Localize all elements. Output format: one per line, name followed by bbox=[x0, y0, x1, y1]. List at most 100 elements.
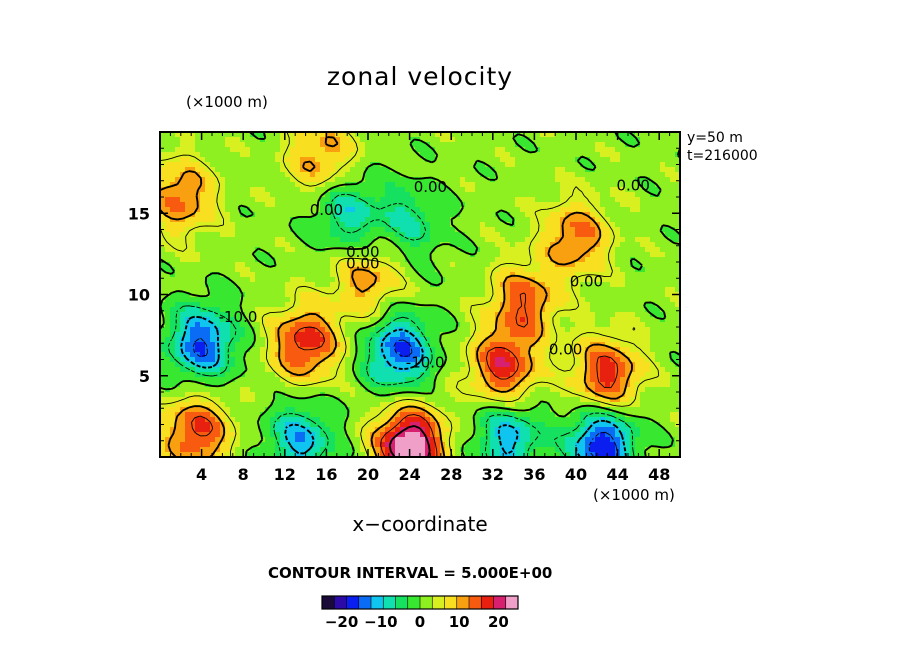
heatmap-cell bbox=[185, 132, 191, 138]
heatmap-cell bbox=[505, 287, 511, 293]
heatmap-cell bbox=[230, 242, 236, 248]
heatmap-cell bbox=[510, 187, 516, 193]
heatmap-cell bbox=[400, 157, 406, 163]
heatmap-cell bbox=[340, 247, 346, 253]
heatmap-cell bbox=[665, 202, 671, 208]
heatmap-cell bbox=[200, 347, 206, 353]
heatmap-cell bbox=[485, 202, 491, 208]
heatmap-cell bbox=[495, 152, 501, 158]
heatmap-cell bbox=[485, 217, 491, 223]
heatmap-cell bbox=[360, 152, 366, 158]
heatmap-cell bbox=[340, 142, 346, 148]
heatmap-cell bbox=[205, 232, 211, 238]
heatmap-cell bbox=[220, 252, 226, 258]
heatmap-cell bbox=[360, 352, 366, 358]
heatmap-cell bbox=[495, 237, 501, 243]
heatmap-cell bbox=[370, 137, 376, 143]
heatmap-cell bbox=[385, 187, 391, 193]
heatmap-cell bbox=[270, 232, 276, 238]
heatmap-cell bbox=[230, 192, 236, 198]
heatmap-cell bbox=[495, 282, 501, 288]
heatmap-cell bbox=[270, 287, 276, 293]
heatmap-cell bbox=[350, 322, 356, 328]
heatmap-cell bbox=[660, 182, 666, 188]
heatmap-cell bbox=[375, 367, 381, 373]
heatmap-cell bbox=[255, 307, 261, 313]
heatmap-cell bbox=[175, 232, 181, 238]
heatmap-cell bbox=[560, 352, 566, 358]
heatmap-cell bbox=[405, 187, 411, 193]
heatmap-cell bbox=[675, 342, 680, 348]
heatmap-cell bbox=[335, 132, 341, 138]
heatmap-cell bbox=[505, 307, 511, 313]
heatmap-cell bbox=[390, 332, 396, 338]
heatmap-cell bbox=[640, 157, 646, 163]
heatmap-cell bbox=[530, 287, 536, 293]
heatmap-cell bbox=[625, 332, 631, 338]
heatmap-cell bbox=[405, 342, 411, 348]
heatmap-cell bbox=[220, 292, 226, 298]
heatmap-cell bbox=[480, 297, 486, 303]
heatmap-cell bbox=[285, 252, 291, 258]
heatmap-cell bbox=[590, 347, 596, 353]
heatmap-cell bbox=[385, 367, 391, 373]
heatmap-cell bbox=[610, 307, 616, 313]
heatmap-cell bbox=[595, 132, 601, 138]
heatmap-cell bbox=[175, 322, 181, 328]
heatmap-cell bbox=[160, 287, 166, 293]
heatmap-cell bbox=[675, 242, 680, 248]
heatmap-cell bbox=[310, 332, 316, 338]
heatmap-cell bbox=[415, 282, 421, 288]
heatmap-cell bbox=[270, 332, 276, 338]
heatmap-cell bbox=[230, 197, 236, 203]
heatmap-cell bbox=[340, 237, 346, 243]
heatmap-cell bbox=[310, 327, 316, 333]
heatmap-cell bbox=[200, 322, 206, 328]
heatmap-cell bbox=[425, 292, 431, 298]
heatmap-cell bbox=[600, 157, 606, 163]
heatmap-cell bbox=[360, 172, 366, 178]
heatmap-cell bbox=[475, 137, 481, 143]
heatmap-cell bbox=[375, 272, 381, 278]
heatmap-cell bbox=[385, 212, 391, 218]
heatmap-cell bbox=[435, 307, 441, 313]
heatmap-cell bbox=[170, 327, 176, 333]
heatmap-cell bbox=[180, 187, 186, 193]
heatmap-cell bbox=[610, 187, 616, 193]
heatmap-cell bbox=[300, 282, 306, 288]
heatmap-cell bbox=[565, 352, 571, 358]
heatmap-cell bbox=[390, 182, 396, 188]
heatmap-cell bbox=[535, 362, 541, 368]
heatmap-cell bbox=[300, 222, 306, 228]
heatmap-cell bbox=[605, 162, 611, 168]
heatmap-cell bbox=[510, 182, 516, 188]
heatmap-cell bbox=[235, 342, 241, 348]
heatmap-cell bbox=[380, 312, 386, 318]
heatmap-cell bbox=[545, 317, 551, 323]
heatmap-cell bbox=[305, 172, 311, 178]
heatmap-cell bbox=[535, 307, 541, 313]
heatmap-cell bbox=[620, 132, 626, 138]
heatmap-cell bbox=[170, 217, 176, 223]
heatmap-cell bbox=[575, 202, 581, 208]
heatmap-cell bbox=[545, 247, 551, 253]
heatmap-cell bbox=[270, 147, 276, 153]
heatmap-cell bbox=[580, 242, 586, 248]
heatmap-cell bbox=[585, 362, 591, 368]
heatmap-cell bbox=[390, 177, 396, 183]
heatmap-cell bbox=[540, 292, 546, 298]
heatmap-cell bbox=[535, 277, 541, 283]
heatmap-cell bbox=[670, 242, 676, 248]
heatmap-cell bbox=[345, 332, 351, 338]
heatmap-cell bbox=[170, 142, 176, 148]
heatmap-cell bbox=[490, 237, 496, 243]
heatmap-cell bbox=[500, 182, 506, 188]
heatmap-cell bbox=[590, 322, 596, 328]
heatmap-cell bbox=[335, 282, 341, 288]
heatmap-cell bbox=[630, 317, 636, 323]
heatmap-cell bbox=[295, 312, 301, 318]
heatmap-cell bbox=[365, 247, 371, 253]
heatmap-cell bbox=[480, 147, 486, 153]
heatmap-cell bbox=[280, 337, 286, 343]
heatmap-cell bbox=[530, 167, 536, 173]
